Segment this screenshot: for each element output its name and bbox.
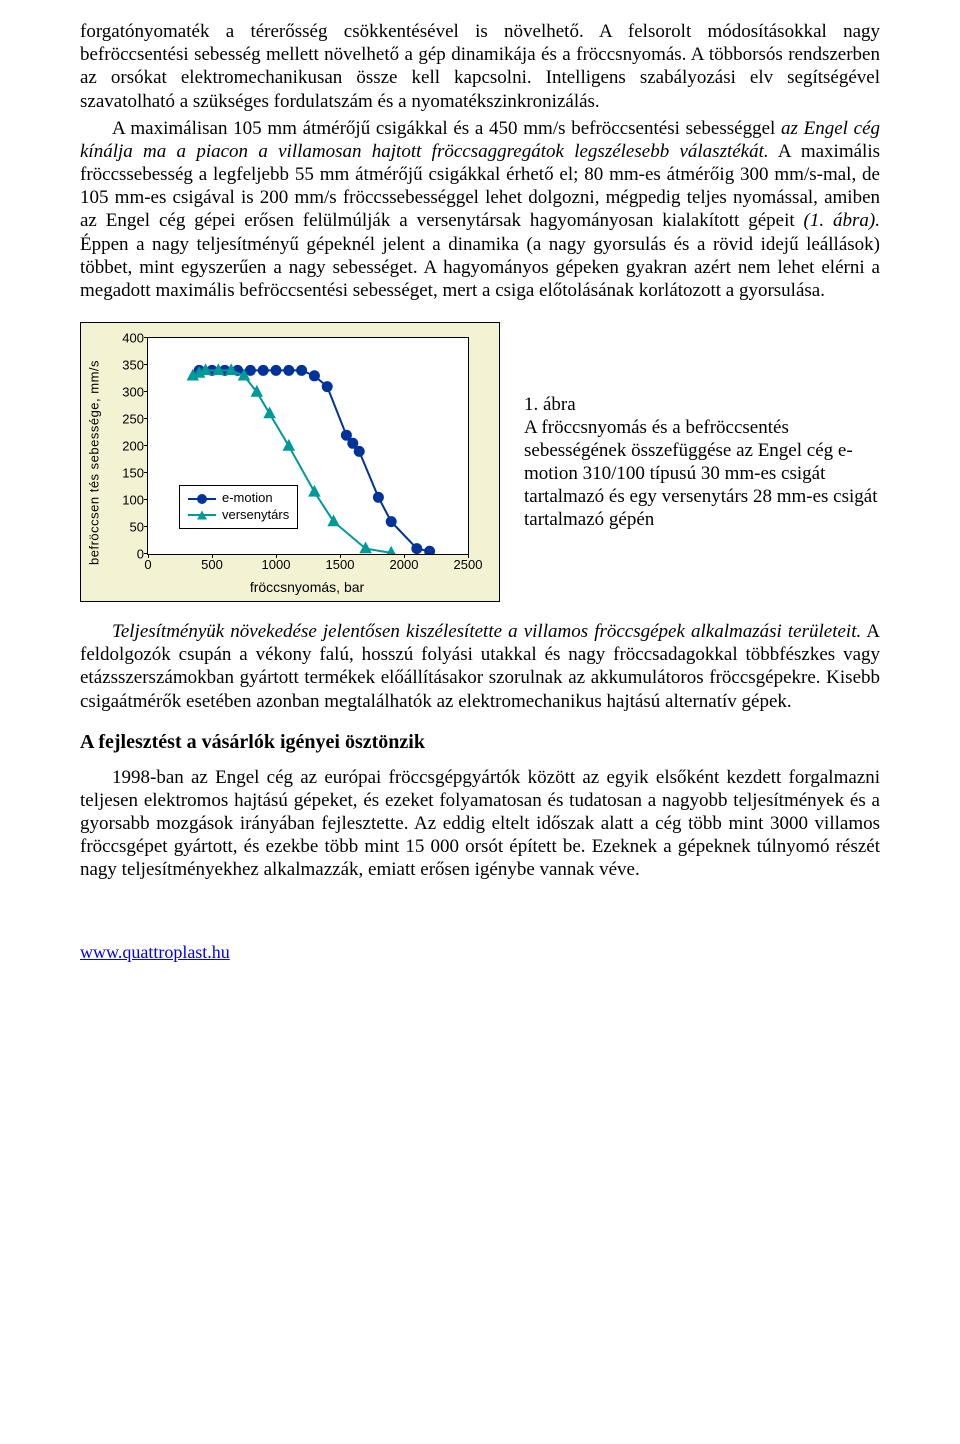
series-point: [425, 546, 435, 554]
figure-caption: 1. ábra A fröccsnyomás és a befröccsenté…: [524, 393, 880, 532]
y-axis-label: befröccsen tés sebessége, mm/s: [83, 323, 105, 601]
legend-item: versenytárs: [188, 507, 289, 524]
y-tick: 250: [122, 413, 148, 426]
chart: befröccsen tés sebessége, mm/s 050100150…: [80, 322, 500, 602]
p2-text-a: A maximálisan 105 mm átmérőjű csigákkal …: [112, 118, 781, 139]
figure-row: befröccsen tés sebessége, mm/s 050100150…: [80, 322, 880, 602]
y-tick: 350: [122, 359, 148, 372]
series-point: [322, 382, 332, 392]
series-point: [258, 365, 268, 375]
caption-rest: A fröccsnyomás és a befröccsentés sebess…: [524, 416, 880, 532]
paragraph-2: A maximálisan 105 mm átmérőjű csigákkal …: [80, 117, 880, 302]
paragraph-4: 1998-ban az Engel cég az európai fröccsg…: [80, 766, 880, 882]
series-point: [412, 544, 422, 554]
p3-italic: Teljesítményük növekedése jelentősen kis…: [112, 621, 861, 642]
series-point: [284, 365, 294, 375]
footer-link: www.quattroplast.hu: [80, 942, 880, 963]
y-tick: 100: [122, 494, 148, 507]
series-point: [245, 365, 255, 375]
legend-swatch: [188, 498, 216, 500]
caption-line1: 1. ábra: [524, 393, 880, 416]
series-point: [309, 371, 319, 381]
legend-label: versenytárs: [222, 507, 289, 524]
y-tick: 400: [122, 332, 148, 345]
legend: e-motionversenytárs: [179, 485, 298, 529]
series-point: [297, 365, 307, 375]
paragraph-1: forgatónyomaték a térerősség csökkentésé…: [80, 20, 880, 113]
page: forgatónyomaték a térerősség csökkentésé…: [40, 0, 920, 1003]
x-axis-label: fröccsnyomás, bar: [147, 579, 467, 595]
paragraph-3: Teljesítményük növekedése jelentősen kis…: [80, 620, 880, 713]
legend-swatch: [188, 514, 216, 516]
p2-text-c: Éppen a nagy teljesítményű gépeknél jele…: [80, 234, 880, 301]
footer-url[interactable]: www.quattroplast.hu: [80, 942, 230, 962]
series-point: [373, 492, 383, 502]
series-point: [271, 365, 281, 375]
y-tick: 300: [122, 386, 148, 399]
p2-italic-b: (1. ábra).: [804, 210, 880, 231]
series-point: [386, 517, 396, 527]
y-tick: 50: [130, 521, 148, 534]
y-tick: 150: [122, 467, 148, 480]
series-point: [354, 446, 364, 456]
y-tick: 200: [122, 440, 148, 453]
section-heading: A fejlesztést a vásárlók igényei ösztönz…: [80, 731, 880, 754]
series-point: [309, 486, 320, 496]
legend-item: e-motion: [188, 490, 289, 507]
legend-label: e-motion: [222, 490, 273, 507]
